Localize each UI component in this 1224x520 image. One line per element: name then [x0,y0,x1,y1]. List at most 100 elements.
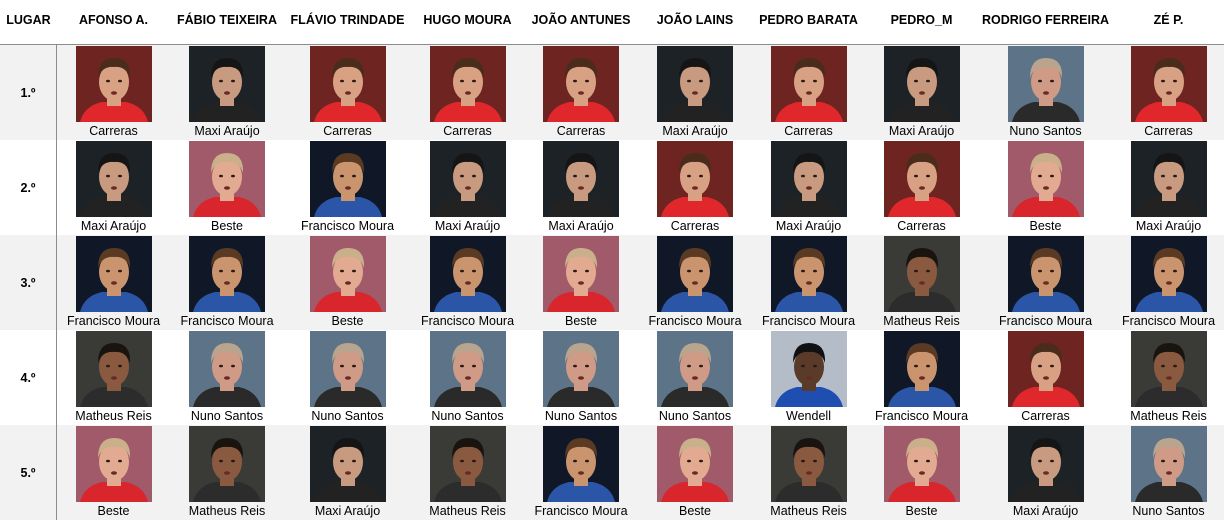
pick-cell: Carreras [752,45,865,140]
player-name: Beste [679,504,711,518]
place-label: 1.º [0,45,57,140]
player-name: Maxi Araújo [548,219,614,233]
player-name: Carreras [556,124,606,138]
player-name: Beste [97,504,130,518]
pick-cell: Beste [170,140,284,235]
player-photo [657,141,733,217]
pick-cell: Carreras [57,45,170,140]
player-photo [309,331,386,407]
player-name: Maxi Araújo [1012,504,1079,518]
pick-cell: Carreras [865,140,978,235]
player-name: Francisco Moura [874,409,969,423]
pick-cell: Carreras [638,140,752,235]
player-photo [75,331,152,407]
player-name: Matheus Reis [883,314,960,328]
player-photo [883,46,960,122]
player-photo [75,236,152,312]
pick-cell: Nuno Santos [524,330,638,425]
pick-cell: Matheus Reis [170,425,284,520]
pick-cell: Beste [57,425,170,520]
player-name: Matheus Reis [770,504,847,518]
pick-cell: Francisco Moura [170,235,284,330]
player-name: Nuno Santos [544,409,618,423]
pick-cell: Beste [284,235,411,330]
header-voter: JOÃO LAINS [656,13,734,27]
player-name: Wendell [786,409,831,423]
player-name: Nuno Santos [190,409,264,423]
header-voter: FÁBIO TEIXEIRA [176,13,277,27]
player-name: Francisco Moura [998,314,1093,328]
player-name: Matheus Reis [75,409,152,423]
player-photo [1130,236,1207,312]
player-photo [189,331,265,407]
pick-cell: Maxi Araújo [638,45,752,140]
player-photo [429,46,506,122]
player-name: Maxi Araújo [80,219,147,233]
player-photo [657,331,733,407]
pick-cell: Matheus Reis [57,330,170,425]
pick-cell: Nuno Santos [1113,425,1224,520]
pick-cell: Francisco Moura [752,235,865,330]
player-photo [309,426,386,502]
pick-cell: Beste [978,140,1113,235]
pick-cell: Maxi Araújo [411,140,524,235]
player-photo [770,426,847,502]
player-photo [657,236,733,312]
player-photo [657,46,733,122]
pick-cell: Francisco Moura [978,235,1113,330]
header-voter: HUGO MOURA [423,13,512,27]
player-name: Matheus Reis [188,504,266,518]
pick-cell: Maxi Araújo [57,140,170,235]
player-name: Francisco Moura [420,314,515,328]
pick-cell: Carreras [411,45,524,140]
player-name: Beste [565,314,597,328]
player-photo [770,331,847,407]
pick-cell: Francisco Moura [524,425,638,520]
player-name: Francisco Moura [180,314,274,328]
player-photo [1130,426,1207,502]
player-name: Beste [331,314,364,328]
pick-cell: Maxi Araújo [524,140,638,235]
pick-cell: Carreras [524,45,638,140]
player-photo [189,236,265,312]
player-photo [770,141,847,217]
pick-cell: Carreras [1113,45,1224,140]
player-photo [657,426,733,502]
player-photo [543,236,619,312]
player-photo [429,141,506,217]
pick-cell: Maxi Araújo [284,425,411,520]
player-photo [883,141,960,217]
player-name: Nuno Santos [431,409,504,423]
player-photo [309,141,386,217]
pick-cell: Francisco Moura [865,330,978,425]
player-name: Francisco Moura [1121,314,1216,328]
pick-cell: Matheus Reis [411,425,524,520]
place-label: 3.º [0,235,57,330]
header-voter: ZÉ P. [1153,13,1184,27]
player-photo [883,426,960,502]
pick-cell: Francisco Moura [284,140,411,235]
player-name: Carreras [1144,124,1193,138]
place-label: 4.º [0,330,57,425]
player-photo [1007,331,1084,407]
pick-cell: Maxi Araújo [170,45,284,140]
header-voter: PEDRO BARATA [759,13,858,27]
player-photo [309,236,386,312]
table-row: 3.º Francisco Moura Francisco Moura Beste Fr… [0,235,1224,330]
player-photo [1007,46,1084,122]
pick-cell: Maxi Araújo [978,425,1113,520]
player-name: Matheus Reis [1130,409,1207,423]
player-name: Francisco Moura [648,314,742,328]
header-voter: PEDRO_M [890,13,953,27]
table-row: 4.º Matheus Reis Nuno Santos Nuno Santos Nun… [0,330,1224,425]
pick-cell: Francisco Moura [1113,235,1224,330]
pick-cell: Maxi Araújo [865,45,978,140]
player-name: Francisco Moura [300,219,395,233]
player-name: Maxi Araújo [775,219,842,233]
player-photo [1007,141,1084,217]
player-photo [543,426,619,502]
pick-cell: Beste [865,425,978,520]
pick-cell: Carreras [978,330,1113,425]
player-name: Maxi Araújo [888,124,955,138]
pick-cell: Maxi Araújo [1113,140,1224,235]
